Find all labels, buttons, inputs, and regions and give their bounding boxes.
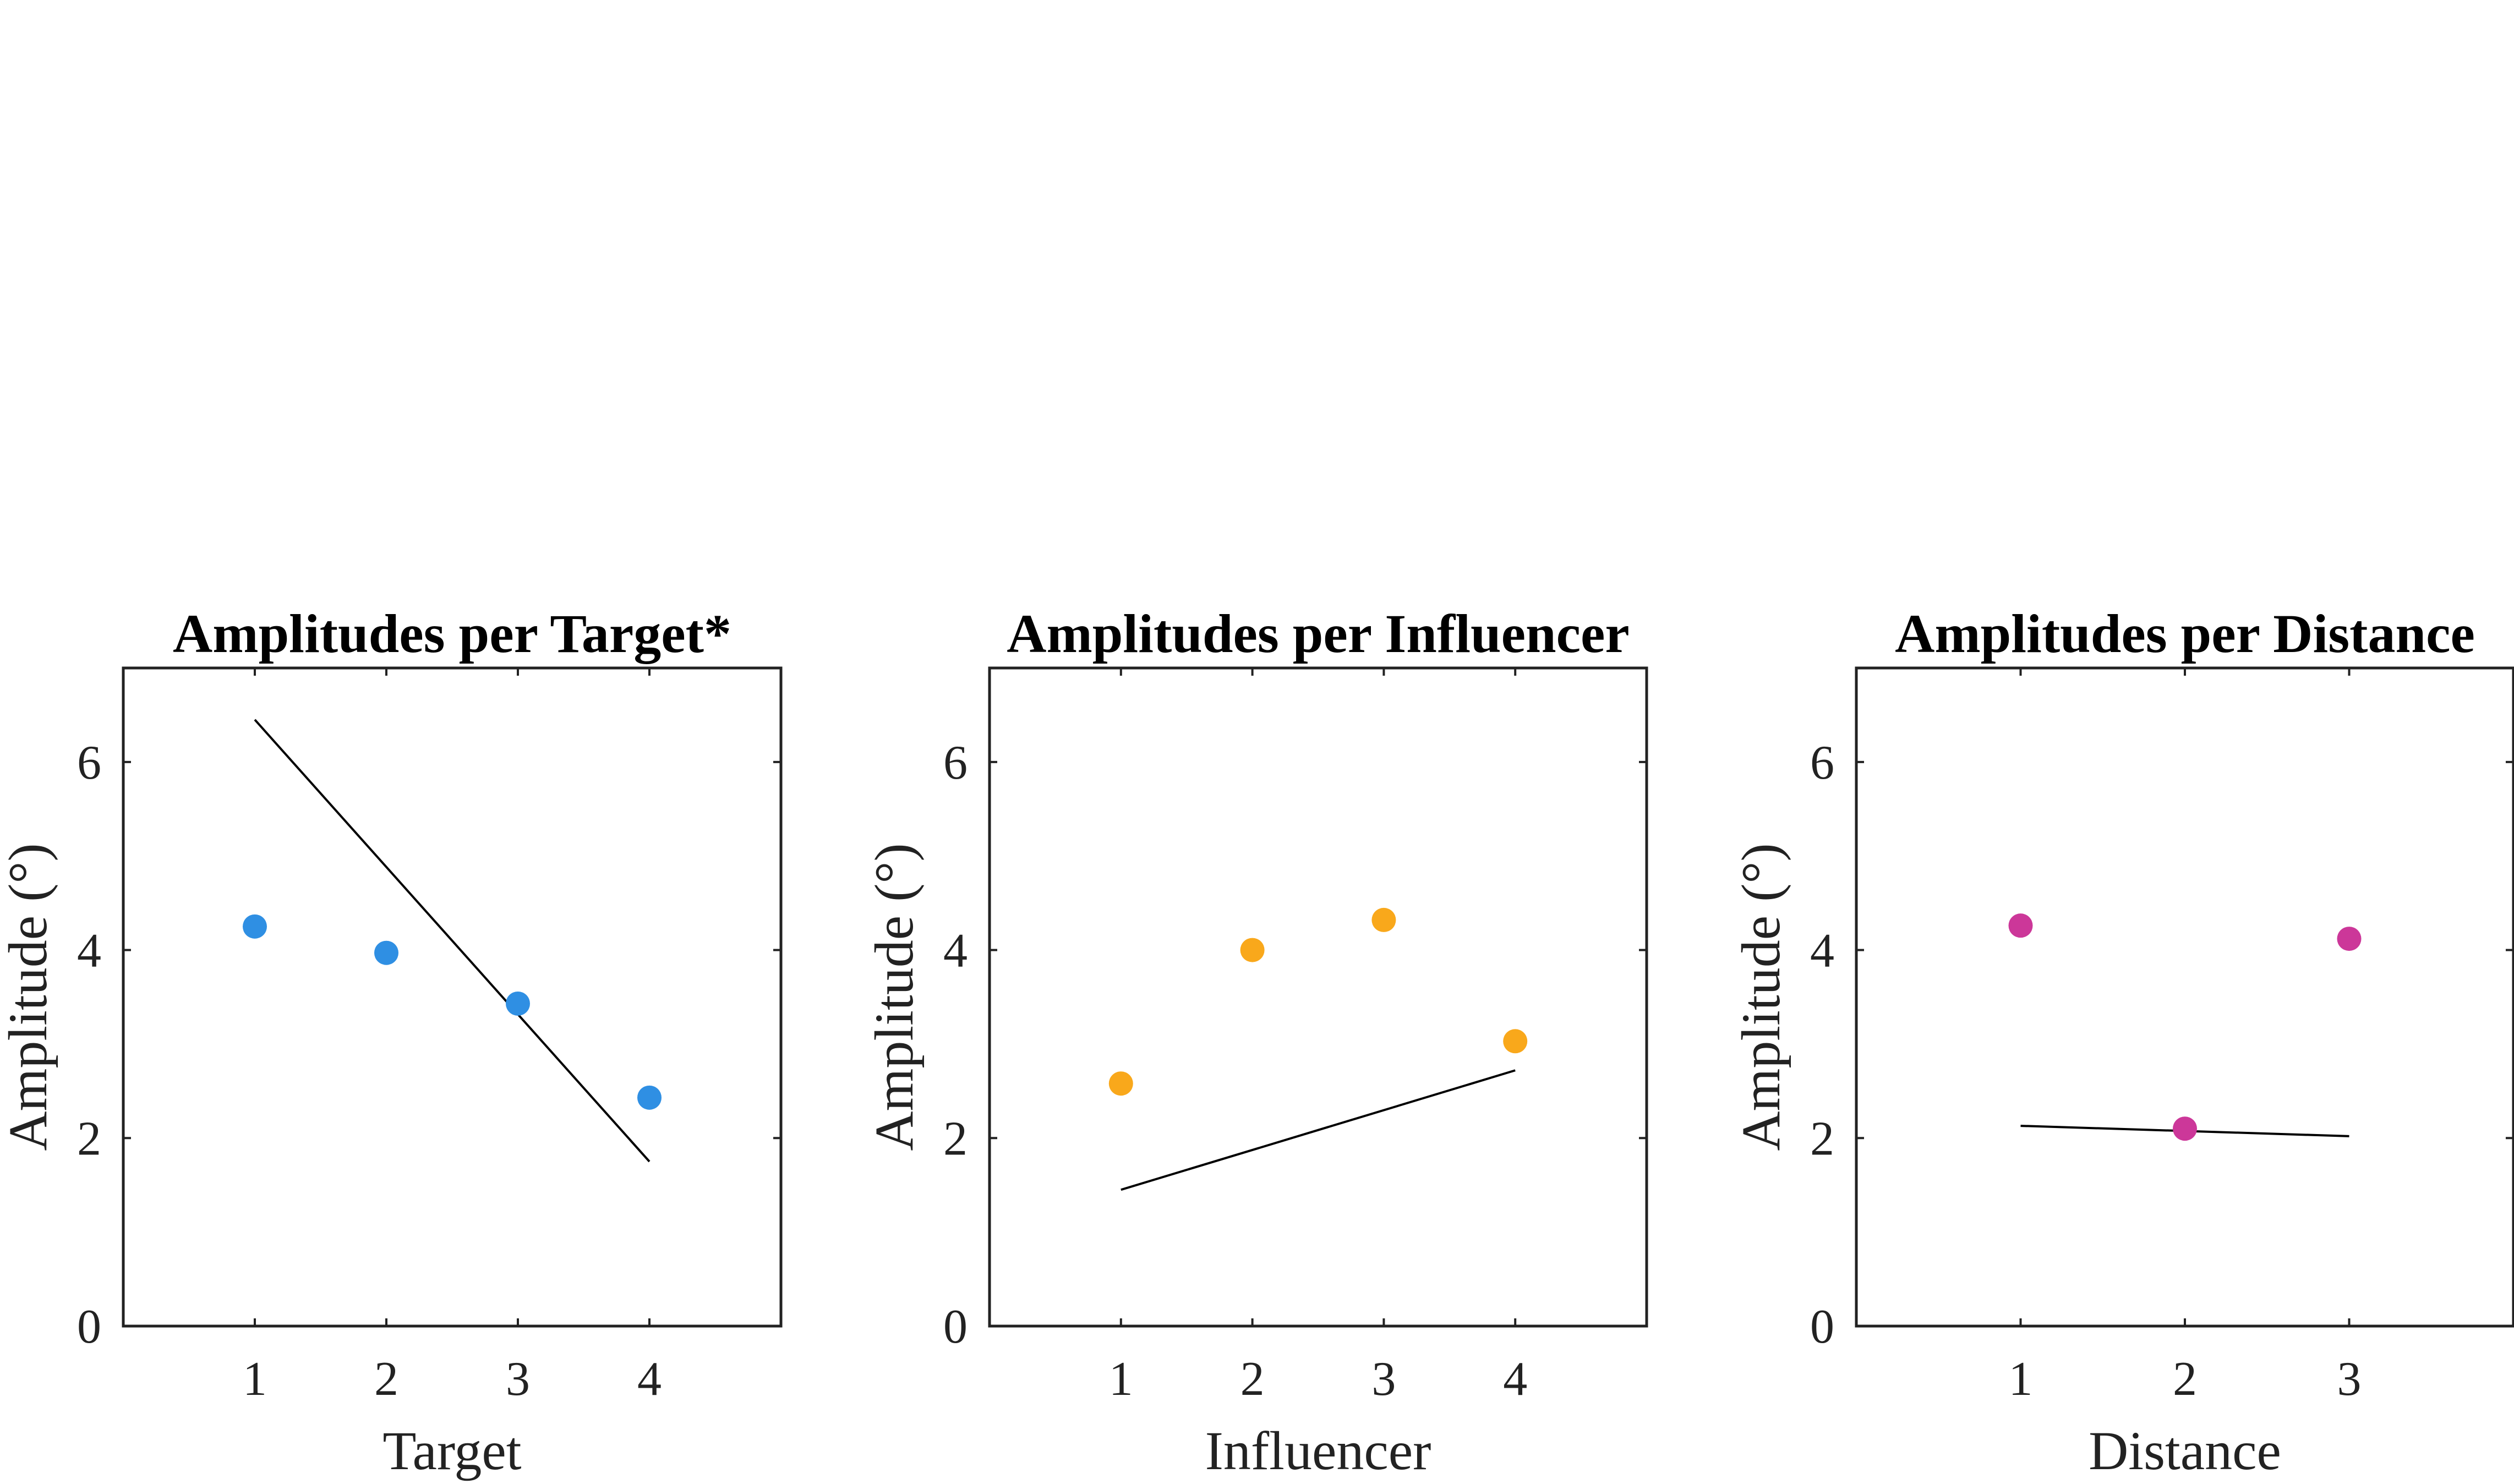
data-point [1108, 1071, 1133, 1096]
axes-box [988, 666, 1648, 1328]
top-mark: . [1251, 0, 1278, 8]
data-point [637, 1085, 662, 1110]
axes-box [1855, 666, 2514, 1328]
y-axis-label: Amplitude (°) [1730, 843, 1791, 1151]
chart-panels: Amplitudes per Target* 0 2 4 6 1 2 3 4 Target Ampl… [0, 603, 2514, 1481]
fit-line [254, 719, 651, 1163]
y-tick-label: 0 [77, 1300, 101, 1354]
x-axis-label: Distance [2089, 1420, 2281, 1481]
data-point [1240, 938, 1265, 962]
x-tick-label: 1 [2009, 1352, 2033, 1406]
data-point [2008, 913, 2033, 938]
chart-title: Amplitudes per Distance [1895, 603, 2475, 664]
y-tick-label: 2 [943, 1112, 968, 1165]
x-tick-label: 4 [1503, 1352, 1527, 1406]
chart-title: Amplitudes per Influencer [1007, 603, 1630, 664]
y-tick-label: 2 [77, 1112, 101, 1165]
x-axis-label: Target [382, 1420, 521, 1481]
axes-box [122, 666, 783, 1328]
fit-line [1121, 1069, 1516, 1191]
x-tick-label: 2 [374, 1352, 398, 1406]
y-tick-label: 4 [943, 924, 968, 978]
x-tick-label: 1 [1109, 1352, 1133, 1406]
y-tick-label: 6 [1810, 736, 1834, 790]
data-point [506, 991, 530, 1016]
chart-panel-3: Amplitudes per Distance 0 2 4 6 1 2 3 Distance Am… [1730, 603, 2514, 1481]
data-point [1371, 907, 1396, 932]
x-tick-label: 3 [2337, 1352, 2362, 1406]
x-tick-label: 3 [506, 1352, 530, 1406]
x-tick-label: 3 [1371, 1352, 1396, 1406]
y-tick-label: 4 [77, 924, 101, 978]
x-axis-label: Influencer [1205, 1420, 1431, 1481]
chart-panel-2: Amplitudes per Influencer 0 2 4 6 1 2 3 4 Influen… [863, 603, 1648, 1481]
y-tick-label: 0 [1810, 1300, 1834, 1354]
data-point [2173, 1116, 2197, 1141]
x-tick-label: 2 [2173, 1352, 2197, 1406]
data-point [2337, 927, 2362, 951]
x-tick-label: 1 [243, 1352, 267, 1406]
data-point [374, 940, 398, 965]
chart-panel-1: Amplitudes per Target* 0 2 4 6 1 2 3 4 Target Ampl… [0, 603, 783, 1481]
x-tick-label: 4 [637, 1352, 662, 1406]
y-tick-label: 2 [1810, 1112, 1834, 1165]
x-tick-label: 2 [1240, 1352, 1265, 1406]
data-point [243, 914, 267, 939]
y-axis-label: Amplitude (°) [0, 843, 58, 1151]
data-point [1503, 1029, 1528, 1054]
y-tick-label: 4 [1810, 924, 1834, 978]
chart-title: Amplitudes per Target* [173, 603, 731, 664]
y-tick-label: 6 [943, 736, 968, 790]
y-tick-label: 6 [77, 736, 101, 790]
y-axis-label: Amplitude (°) [863, 843, 925, 1151]
y-tick-label: 0 [943, 1300, 968, 1354]
